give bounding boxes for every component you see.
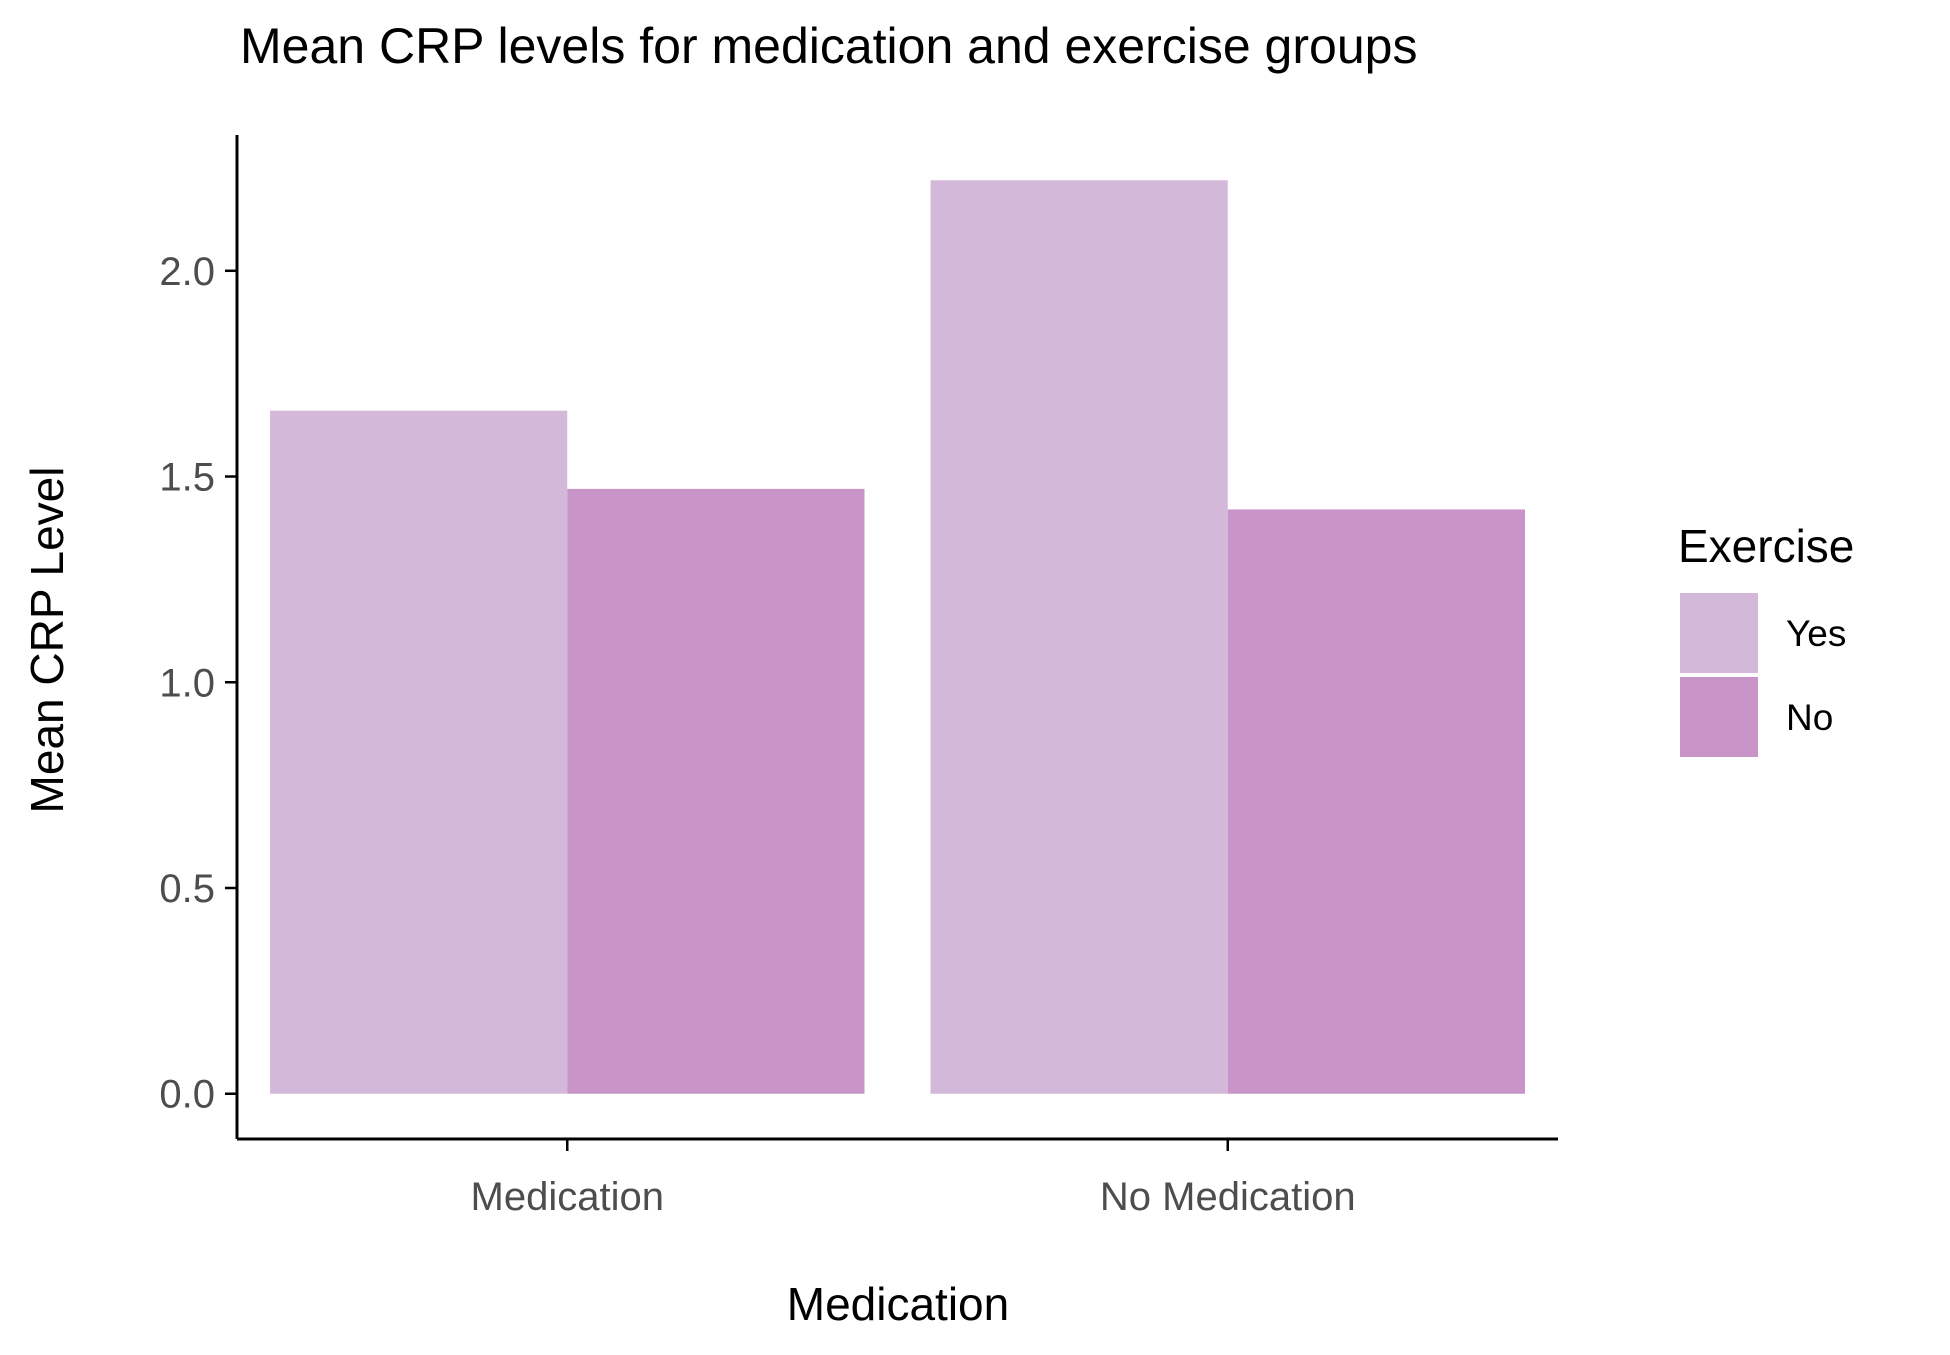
legend-key-no <box>1680 677 1758 757</box>
y-tick-label: 0.5 <box>159 867 215 911</box>
chart-title: Mean CRP levels for medication and exerc… <box>240 18 1417 74</box>
y-tick-label: 1.0 <box>159 661 215 705</box>
bar-medication-no <box>567 488 865 1094</box>
x-axis: Medication No Medication <box>237 1137 1558 1219</box>
bars-group <box>270 180 1525 1094</box>
bar-no-medication-yes <box>930 180 1228 1094</box>
y-tick-label: 2.0 <box>159 250 215 294</box>
bar-medication-yes <box>270 410 568 1094</box>
y-tick-label: 0.0 <box>159 1073 215 1117</box>
legend-key-yes <box>1680 593 1758 673</box>
y-axis: 0.0 0.5 1.0 1.5 2.0 <box>159 135 239 1139</box>
x-tick-label: No Medication <box>1100 1175 1356 1219</box>
y-axis-title: Mean CRP Level <box>21 467 73 814</box>
legend: Exercise Yes No <box>1678 520 1854 757</box>
legend-title: Exercise <box>1678 520 1854 572</box>
y-tick-label: 1.5 <box>159 456 215 500</box>
bar-no-medication-no <box>1227 509 1525 1094</box>
legend-label-yes: Yes <box>1786 613 1846 654</box>
x-axis-title: Medication <box>787 1278 1009 1330</box>
x-tick-label: Medication <box>471 1175 664 1219</box>
legend-label-no: No <box>1786 697 1833 738</box>
